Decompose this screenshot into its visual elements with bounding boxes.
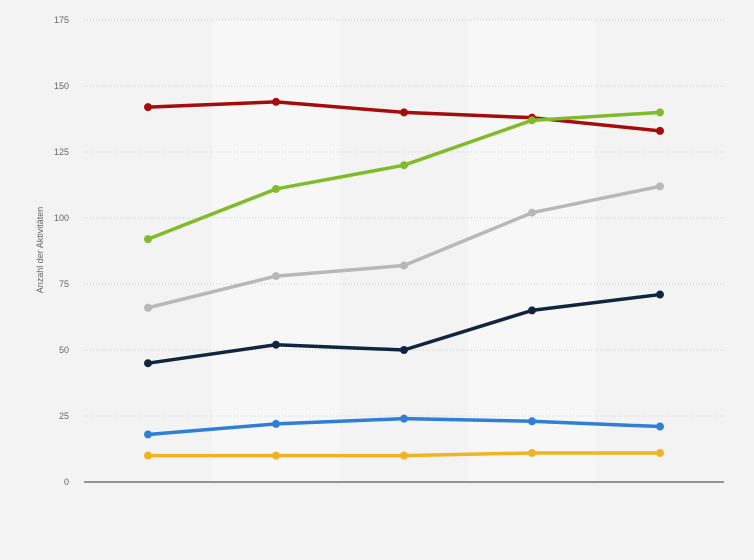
y-tick-label: 75 bbox=[59, 279, 69, 289]
data-point[interactable] bbox=[656, 108, 664, 117]
data-point[interactable] bbox=[144, 430, 152, 439]
data-point[interactable] bbox=[272, 340, 280, 349]
y-tick-label: 100 bbox=[54, 213, 69, 223]
y-tick-labels: 0 25 50 75 100 125 150 175 bbox=[54, 15, 69, 487]
data-point[interactable] bbox=[144, 359, 152, 368]
data-point[interactable] bbox=[656, 290, 664, 299]
data-point[interactable] bbox=[400, 261, 408, 270]
series-6 bbox=[144, 448, 664, 460]
data-point[interactable] bbox=[272, 451, 280, 460]
series-4 bbox=[144, 290, 664, 368]
y-tick-label: 25 bbox=[59, 411, 69, 421]
data-point[interactable] bbox=[272, 419, 280, 428]
data-point[interactable] bbox=[400, 414, 408, 423]
background-band bbox=[212, 20, 340, 482]
series-1 bbox=[144, 97, 664, 135]
data-point[interactable] bbox=[400, 346, 408, 354]
data-point[interactable] bbox=[656, 182, 664, 191]
series-group bbox=[144, 97, 664, 460]
data-point[interactable] bbox=[528, 116, 536, 125]
data-point[interactable] bbox=[144, 303, 152, 312]
y-tick-label: 125 bbox=[54, 147, 69, 157]
background-band bbox=[468, 20, 596, 482]
data-point[interactable] bbox=[656, 126, 664, 135]
data-point[interactable] bbox=[528, 306, 536, 315]
data-point[interactable] bbox=[272, 272, 280, 281]
series-3 bbox=[144, 182, 664, 312]
data-point[interactable] bbox=[656, 448, 664, 457]
y-tick-label: 150 bbox=[54, 81, 69, 91]
data-point[interactable] bbox=[272, 184, 280, 193]
series-5 bbox=[144, 414, 664, 439]
series-2 bbox=[144, 108, 664, 244]
data-point[interactable] bbox=[528, 208, 536, 217]
data-point[interactable] bbox=[144, 235, 152, 244]
y-tick-label: 175 bbox=[54, 15, 69, 25]
data-point[interactable] bbox=[144, 451, 152, 460]
y-axis-label: Anzahl der Aktivitäten bbox=[35, 207, 45, 294]
data-point[interactable] bbox=[528, 448, 536, 457]
data-point[interactable] bbox=[528, 417, 536, 426]
y-tick-label: 50 bbox=[59, 345, 69, 355]
data-point[interactable] bbox=[400, 451, 408, 460]
data-point[interactable] bbox=[400, 108, 408, 117]
data-point[interactable] bbox=[144, 103, 152, 112]
data-point[interactable] bbox=[400, 161, 408, 170]
data-point[interactable] bbox=[656, 422, 664, 431]
gridlines bbox=[84, 19, 724, 417]
background-bands bbox=[212, 20, 596, 482]
data-point[interactable] bbox=[272, 97, 280, 106]
y-tick-label: 0 bbox=[64, 477, 69, 487]
